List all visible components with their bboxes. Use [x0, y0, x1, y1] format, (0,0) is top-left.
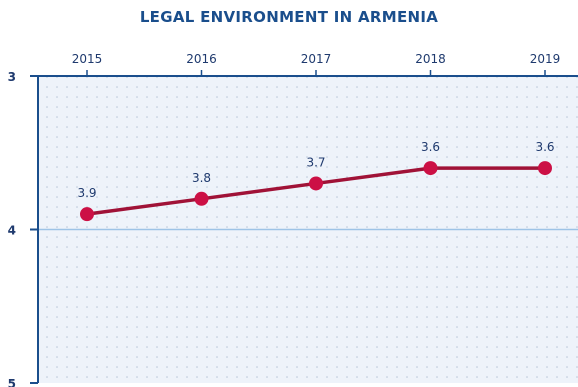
x-tick-label: 2015: [72, 52, 103, 66]
data-label: 3.8: [192, 171, 211, 185]
x-tick-label: 2018: [415, 52, 446, 66]
data-point: [423, 161, 438, 176]
x-tick-label: 2017: [301, 52, 332, 66]
data-point: [80, 207, 94, 222]
y-tick-label: 5: [8, 377, 16, 387]
y-tick-label: 3: [8, 70, 16, 84]
data-label: 3.6: [535, 140, 554, 154]
data-label: 3.9: [77, 186, 96, 200]
data-point: [309, 176, 323, 191]
chart-title: LEGAL ENVIRONMENT IN ARMENIA: [139, 8, 439, 26]
data-point: [538, 161, 552, 176]
data-label: 3.7: [306, 155, 325, 169]
x-tick-label: 2019: [530, 52, 561, 66]
x-tick-label: 2016: [186, 52, 217, 66]
data-label: 3.6: [421, 140, 440, 154]
y-tick-label: 4: [8, 224, 16, 238]
data-point: [194, 191, 209, 206]
